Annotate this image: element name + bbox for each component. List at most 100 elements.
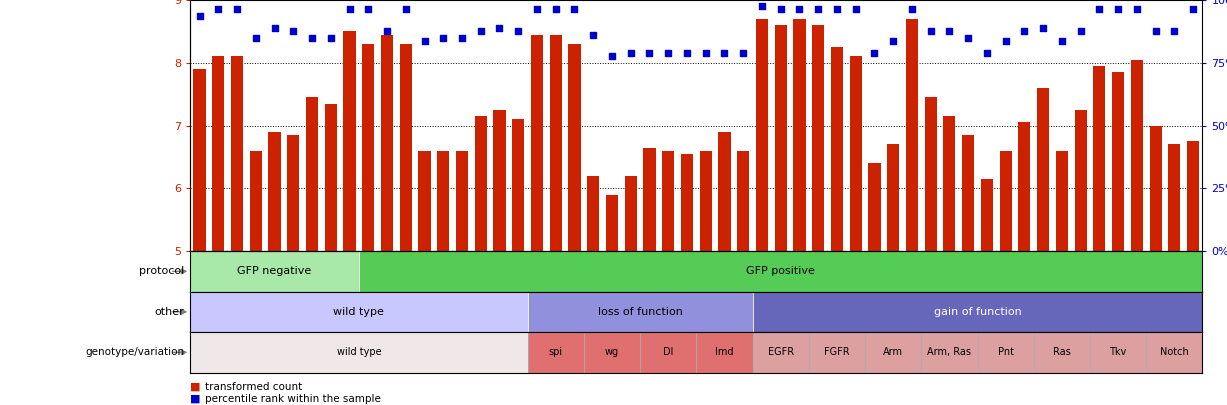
Text: GFP positive: GFP positive bbox=[746, 266, 815, 276]
Text: Arm: Arm bbox=[883, 347, 903, 357]
Bar bbox=[681, 154, 693, 251]
Bar bbox=[809, 332, 865, 373]
Bar bbox=[925, 97, 936, 251]
Bar bbox=[774, 25, 787, 251]
Bar bbox=[625, 176, 637, 251]
Point bbox=[583, 31, 602, 38]
Text: EGFR: EGFR bbox=[768, 347, 794, 357]
Text: protocol: protocol bbox=[139, 266, 184, 276]
Point bbox=[490, 25, 509, 32]
Bar bbox=[531, 34, 544, 251]
Bar bbox=[325, 104, 337, 251]
Point bbox=[358, 6, 378, 13]
Bar bbox=[978, 332, 1033, 373]
Bar bbox=[344, 32, 356, 251]
Point bbox=[639, 50, 659, 57]
Point bbox=[453, 34, 472, 41]
Bar bbox=[190, 292, 528, 332]
Bar bbox=[1093, 66, 1106, 251]
Bar bbox=[568, 44, 580, 251]
Text: Notch: Notch bbox=[1160, 347, 1189, 357]
Point bbox=[396, 6, 416, 13]
Bar bbox=[812, 25, 825, 251]
Text: other: other bbox=[155, 307, 184, 317]
Point bbox=[883, 38, 903, 44]
Bar bbox=[475, 116, 487, 251]
Bar bbox=[869, 163, 881, 251]
Point bbox=[209, 6, 228, 13]
Text: GFP negative: GFP negative bbox=[237, 266, 312, 276]
Bar bbox=[906, 19, 918, 251]
Bar bbox=[1146, 332, 1202, 373]
Point bbox=[1183, 6, 1202, 13]
Bar bbox=[1018, 122, 1031, 251]
Point bbox=[433, 34, 453, 41]
Point bbox=[714, 50, 734, 57]
Point bbox=[865, 50, 885, 57]
Text: percentile rank within the sample: percentile rank within the sample bbox=[205, 394, 380, 404]
Text: ■: ■ bbox=[190, 382, 201, 392]
Bar bbox=[643, 147, 655, 251]
Point bbox=[1108, 6, 1128, 13]
Text: loss of function: loss of function bbox=[598, 307, 682, 317]
Bar bbox=[737, 151, 750, 251]
Point bbox=[245, 34, 265, 41]
Bar bbox=[287, 135, 299, 251]
Point bbox=[602, 53, 622, 60]
Point bbox=[415, 38, 434, 44]
Point bbox=[621, 50, 640, 57]
Bar bbox=[231, 57, 243, 251]
Bar bbox=[718, 132, 730, 251]
Bar bbox=[865, 332, 921, 373]
Bar bbox=[588, 176, 599, 251]
Bar bbox=[194, 69, 206, 251]
Point bbox=[321, 34, 341, 41]
Bar bbox=[663, 151, 675, 251]
Point bbox=[809, 6, 828, 13]
Point bbox=[1033, 25, 1053, 32]
Point bbox=[508, 28, 528, 35]
Text: wild type: wild type bbox=[334, 307, 384, 317]
Bar bbox=[831, 47, 843, 251]
Point bbox=[564, 6, 584, 13]
Point bbox=[471, 28, 491, 35]
Bar bbox=[1112, 72, 1124, 251]
Point bbox=[677, 50, 697, 57]
Bar bbox=[360, 251, 1202, 292]
Bar bbox=[250, 151, 261, 251]
Text: Imd: Imd bbox=[715, 347, 734, 357]
Bar bbox=[306, 97, 318, 251]
Point bbox=[377, 28, 396, 35]
Point bbox=[790, 6, 810, 13]
Bar bbox=[697, 332, 752, 373]
Bar bbox=[944, 116, 956, 251]
Point bbox=[902, 6, 921, 13]
Bar bbox=[456, 151, 467, 251]
Text: Arm, Ras: Arm, Ras bbox=[928, 347, 972, 357]
Point bbox=[340, 6, 360, 13]
Text: Tkv: Tkv bbox=[1109, 347, 1126, 357]
Bar bbox=[699, 151, 712, 251]
Point bbox=[659, 50, 679, 57]
Point bbox=[1071, 28, 1091, 35]
Text: ■: ■ bbox=[190, 394, 201, 404]
Point bbox=[528, 6, 547, 13]
Bar bbox=[921, 332, 978, 373]
Bar bbox=[756, 19, 768, 251]
Bar bbox=[1187, 141, 1199, 251]
Bar bbox=[1033, 332, 1090, 373]
Point bbox=[265, 25, 285, 32]
Point bbox=[1090, 6, 1109, 13]
Text: spi: spi bbox=[548, 347, 563, 357]
Point bbox=[827, 6, 847, 13]
Text: genotype/variation: genotype/variation bbox=[85, 347, 184, 357]
Bar bbox=[980, 179, 993, 251]
Point bbox=[546, 6, 566, 13]
Point bbox=[1015, 28, 1034, 35]
Bar bbox=[1037, 88, 1049, 251]
Bar bbox=[493, 110, 506, 251]
Bar bbox=[584, 332, 640, 373]
Text: gain of function: gain of function bbox=[934, 307, 1021, 317]
Bar bbox=[640, 332, 697, 373]
Point bbox=[940, 28, 960, 35]
